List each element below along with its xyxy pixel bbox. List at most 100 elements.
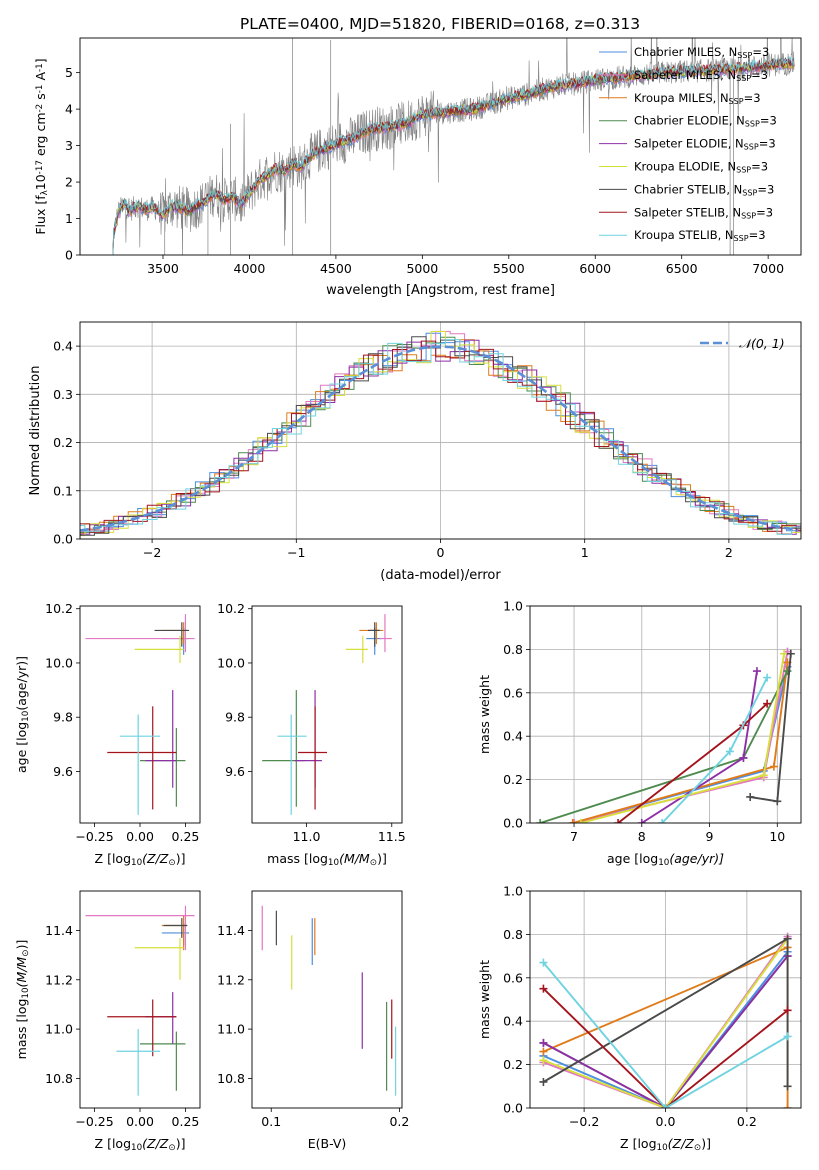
x-axis-label: Z [log10(Z/Z⊙)] [95,1136,186,1153]
grid [530,605,801,824]
data-point-marker [539,958,548,967]
point-kroupa-elodie [134,937,184,980]
axes: −0.2 0.0 0.2 0.0 0.2 0.4 0.6 0.8 1.0 Z [log10(Z/Z… [477,884,802,1153]
data-point-marker [637,819,646,823]
y-tick-label: 0.2 [503,1057,523,1072]
x-tick-label: 8 [638,829,646,844]
point-salpeter-elodie [294,690,322,788]
axes-frame [79,605,201,824]
y-tick-label: 1 [65,211,73,226]
point-salpeter-miles [85,905,195,951]
legend-label: Salpeter MILES, NSSP=3 [634,68,768,83]
axes: −0.25 0.00 0.25 10.8 11.0 11.2 11.4 Z [log10(Z/… [14,890,201,1153]
series-line [542,955,789,1108]
y-tick-label: 0 [65,248,73,263]
point-salpeter-stelib [107,999,177,1057]
legend-label: Salpeter STELIB, NSSP=3 [634,205,773,220]
series-line [542,987,789,1108]
x-tick-label: 0.25 [172,1114,200,1129]
histogram-kroupa-stelib [80,339,801,535]
data-point-marker [773,797,782,806]
y-tick-label: 1.0 [503,884,523,899]
y-tick-label: 0.8 [503,642,523,657]
point-salpeter-stelib [107,706,177,810]
x-tick-label: 0.00 [126,829,154,844]
data-point-marker [539,1077,548,1086]
y-tick-label: 11.4 [217,923,245,938]
point-salpeter-elodie [145,992,177,1044]
data-point-marker [539,1056,548,1065]
x-tick-label: −0.2 [569,1114,599,1129]
x-axis-label: Z [log10(Z/Z⊙)] [95,851,186,868]
y-tick-label: 0.4 [503,1014,523,1029]
observed-spectrum-line [112,38,795,255]
y-tick-label: 11.2 [45,972,73,987]
x-tick-label: 0.25 [172,829,200,844]
x-tick-label: 0.00 [126,1114,154,1129]
model-spectrum-chabrier-elodie [112,59,795,255]
y-tick-label: 9.6 [225,764,245,779]
y-tick-label: 0.2 [503,772,523,787]
axes: 0.1 0.2 10.8 11.0 11.2 11.4 E(B-V) [217,890,409,1151]
x-tick-label: 6500 [666,261,698,276]
legend: Chabrier MILES, NSSP=3 Salpeter MILES, NS… [599,45,777,243]
axes: −0.25 0.00 0.25 9.6 9.8 10.0 10.2 Z [log10(Z/Z⊙… [14,601,201,868]
y-tick-label: 0.4 [503,729,523,744]
x-tick-label: −0.25 [75,829,113,844]
series-salpeter-miles [570,647,792,823]
series-line [543,951,789,1108]
plot-area [85,905,195,1096]
y-tick-label: 0.0 [503,1101,523,1116]
legend-label: Salpeter ELODIE, NSSP=3 [634,137,776,152]
axes: 3500 4000 4500 5000 5500 6000 6500 7000 0 1 2 3 4 5 wa… [33,37,802,298]
x-axis-label: (data-model)/error [380,568,501,583]
point-chabrier-stelib [154,622,190,647]
y-axis-label: mass weight [477,960,492,1039]
y-axis-label: age [log10(age/yr)] [14,656,31,773]
legend: 𝒩(0, 1) [700,336,785,351]
panel-mass_vs_ebv: 0.1 0.2 10.8 11.0 11.2 11.4 E(B-V) [217,890,409,1151]
y-tick-label: 0.1 [53,483,73,498]
point-kroupa-miles [161,622,188,644]
y-axis-label: Normed distribution [28,366,43,496]
plot-area [261,905,397,1096]
series-chabrier-stelib [746,649,795,806]
x-tick-label: 11.5 [378,829,406,844]
y-tick-label: 11.0 [217,1022,245,1037]
histogram-kroupa-elodie [80,331,801,537]
gaussian-reference-curve [80,345,799,532]
y-axis-label: Flux [fλ10-17 erg cm-2 s-1 A-1] [33,58,50,234]
x-axis-label: age [log10(age/yr)] [607,851,724,868]
x-tick-label: 10 [769,829,785,844]
point-chabrier-elodie [140,728,186,807]
axes: 7 8 9 10 0.0 0.2 0.4 0.6 0.8 1.0 age [log10(age/yr… [477,599,802,868]
point-chabrier-stelib [163,918,188,938]
series-salpeter-elodie [637,667,761,823]
point-salpeter-miles [379,614,392,653]
x-tick-label: 9 [706,829,714,844]
data-point-marker [536,819,545,823]
point-chabrier-elodie [140,1031,186,1091]
axes-frame [79,37,802,256]
data-point-marker [783,1104,792,1108]
x-tick-label: 0.1 [261,1114,281,1129]
y-tick-label: 0.8 [503,927,523,942]
data-point-marker [769,762,778,771]
y-tick-label: 10.0 [45,655,73,670]
series-line [542,961,789,1108]
axes-frame [251,605,403,824]
point-kroupa-stelib [116,1029,160,1096]
legend-label: Chabrier MILES, NSSP=3 [634,45,769,60]
legend-label: Chabrier ELODIE, NSSP=3 [634,114,777,129]
y-tick-label: 0.6 [503,970,523,985]
plot-area [536,647,795,823]
y-tick-label: 10.2 [217,601,245,616]
histogram-salpeter-elodie [80,339,801,535]
y-axis-label: mass weight [477,675,492,754]
series-line [573,666,789,823]
x-tick-label: 3500 [147,261,179,276]
y-axis-label: mass [log10(M/M⊙)] [14,940,31,1060]
legend-label: Kroupa STELIB, NSSP=3 [634,228,766,243]
x-tick-label: −2 [143,545,161,560]
